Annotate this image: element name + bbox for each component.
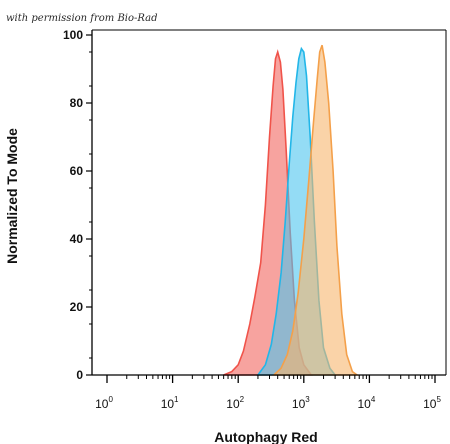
x-tick-label: 104 (357, 395, 375, 411)
x-tick-label: 105 (423, 395, 441, 411)
x-tick-label: 101 (161, 395, 179, 411)
credit-text: with permission from Bio-Rad (6, 13, 158, 24)
y-tick-label: 40 (70, 232, 84, 246)
y-tick-label: 0 (76, 368, 83, 382)
x-ticks: 100 101 102 103 104 105 (95, 375, 441, 411)
y-tick-label: 60 (70, 164, 84, 178)
y-tick-label: 100 (63, 28, 83, 42)
y-ticks: 0 20 40 60 80 100 (63, 28, 92, 382)
y-tick-label: 80 (70, 96, 84, 110)
series-layer (223, 44, 360, 376)
x-tick-label: 100 (95, 395, 113, 411)
y-tick-label: 20 (70, 300, 84, 314)
x-axis-title: Autophagy Red (214, 429, 317, 444)
x-tick-label: 103 (292, 395, 310, 411)
histogram-series-3 (271, 44, 360, 376)
x-tick-label: 102 (226, 395, 244, 411)
y-axis-title: Normalized To Mode (4, 128, 20, 264)
